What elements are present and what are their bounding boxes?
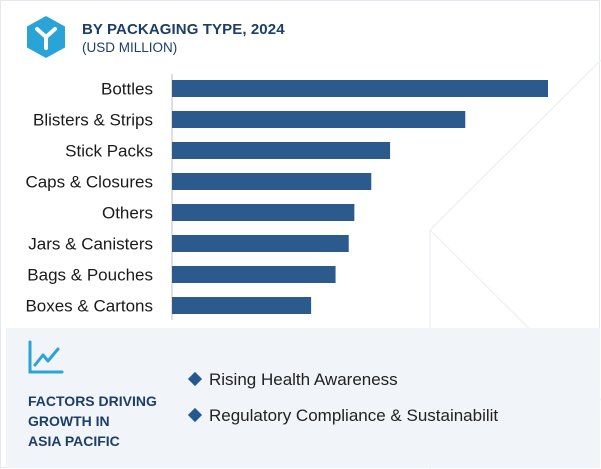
factor-text: Rising Health Awareness [209, 370, 398, 389]
factor-text: Regulatory Compliance & Sustainabilit [209, 406, 499, 425]
chart-subtitle: (USD MILLION) [82, 40, 178, 55]
hexagon-y-icon [27, 16, 65, 58]
bar [172, 297, 312, 314]
category-label: Bottles [101, 80, 153, 99]
factors-title-line: ASIA PACIFIC [28, 433, 120, 449]
chart-title: BY PACKAGING TYPE, 2024 [82, 21, 285, 38]
category-label: Bags & Pouches [27, 266, 153, 285]
factors-title-line: GROWTH IN [28, 413, 110, 429]
bar-chart: Bottles Blisters & Strips Stick Packs Caps … [25, 74, 548, 320]
bar [172, 80, 548, 97]
category-label: Others [102, 204, 153, 223]
bar [172, 235, 349, 252]
category-label: Caps & Closures [25, 173, 153, 192]
factor-item: Rising Health Awareness [187, 370, 398, 390]
bar [172, 266, 336, 283]
trend-chart-icon [28, 340, 64, 374]
bar [172, 111, 466, 128]
diamond-bullet-icon [187, 407, 203, 423]
bar [172, 173, 372, 190]
bar [172, 204, 355, 221]
factor-item: Regulatory Compliance & Sustainabilit [187, 406, 499, 426]
category-label: Jars & Canisters [28, 235, 153, 254]
bar [172, 142, 391, 159]
category-label: Blisters & Strips [33, 111, 153, 130]
diamond-bullet-icon [187, 371, 203, 387]
category-label: Stick Packs [65, 142, 153, 161]
factors-title: FACTORS DRIVING GROWTH IN ASIA PACIFIC [28, 391, 188, 451]
factors-panel: FACTORS DRIVING GROWTH IN ASIA PACIFIC R… [6, 328, 600, 468]
factors-title-line: FACTORS DRIVING [28, 393, 157, 409]
category-label: Boxes & Cartons [25, 297, 153, 316]
